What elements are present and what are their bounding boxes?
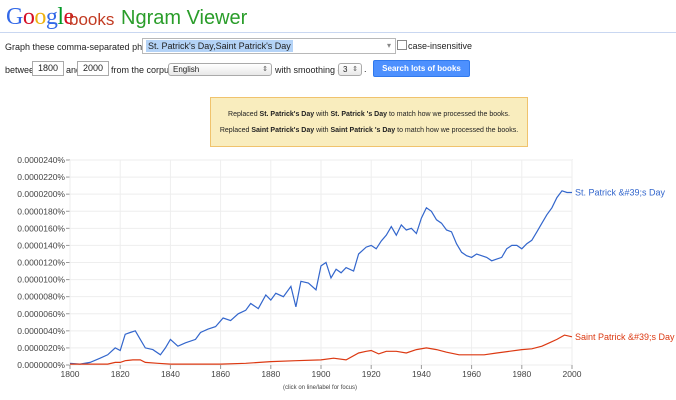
x-tick-label: 1800 [61, 369, 80, 379]
smoothing-label: with smoothing of [275, 65, 346, 75]
notice-line-1: Replaced St. Patrick's Day with St. Patr… [211, 111, 527, 118]
corpus-select-value: English [173, 65, 200, 74]
y-tick-label: 0.0000060% [17, 309, 65, 319]
x-tick-label: 1900 [312, 369, 331, 379]
y-tick-label: 0.0000000% [17, 360, 65, 370]
logo-letter: e [63, 4, 75, 30]
y-tick-label: 0.0000180% [17, 206, 65, 216]
logo-letter: o [34, 4, 46, 30]
notice-segment: to match how we processed the books. [387, 111, 510, 118]
logo-letter: g [45, 4, 58, 30]
end-year-input[interactable]: 2000 [77, 61, 109, 76]
chevron-down-icon[interactable]: ▾ [386, 41, 391, 50]
y-tick-label: 0.0000040% [17, 326, 65, 336]
y-tick-label: 0.0000080% [17, 292, 65, 302]
corpus-label: from the corpus [111, 65, 174, 75]
y-tick-label: 0.0000020% [17, 343, 65, 353]
logo-letter: l [57, 4, 64, 30]
header-divider [0, 32, 676, 33]
y-tick-label: 0.0000120% [17, 258, 65, 268]
y-tick-label: 0.0000140% [17, 240, 65, 250]
notice-segment: Replaced [219, 127, 252, 134]
y-tick-label: 0.0000160% [17, 223, 65, 233]
series-label-0[interactable]: St. Patrick &#39;s Day [575, 187, 666, 197]
x-tick-label: 1820 [111, 369, 130, 379]
select-arrows-icon: ⇕ [352, 66, 358, 73]
phrases-input[interactable]: St. Patrick's Day,Saint Patrick's Day ▾ [142, 38, 396, 54]
case-insensitive-checkbox[interactable] [397, 40, 407, 50]
google-logo[interactable]: Google [6, 4, 74, 31]
y-tick-label: 0.0000200% [17, 189, 65, 199]
notice-segment: St. Patrick's Day [259, 111, 315, 118]
period-text: . [364, 64, 367, 74]
select-arrows-icon: ⇕ [262, 66, 268, 73]
smoothing-select-value: 3 [343, 65, 348, 74]
notice-segment: Saint Patrick's Day [251, 127, 315, 134]
notice-segment: with [314, 111, 331, 118]
search-button[interactable]: Search lots of books [373, 60, 470, 77]
smoothing-select[interactable]: 3 ⇕ [338, 63, 362, 76]
header: Google books Ngram Viewer [4, 4, 672, 32]
notice-segment: Replaced [228, 111, 260, 118]
notice-segment: St. Patrick 's Day [330, 111, 388, 118]
chart-caption: (click on line/label for focus) [283, 385, 358, 391]
phrases-input-value: St. Patrick's Day,Saint Patrick's Day [146, 40, 293, 52]
notice-line-2: Replaced Saint Patrick's Day with Saint … [211, 127, 527, 134]
x-tick-label: 1860 [211, 369, 230, 379]
phrases-label: Graph these comma-separated phrases: [5, 42, 167, 52]
notice-segment: Saint Patrick 's Day [330, 127, 396, 134]
between-label: between [5, 65, 40, 75]
x-tick-label: 2000 [563, 369, 582, 379]
case-insensitive-label: case-insensitive [408, 41, 473, 51]
y-tick-label: 0.0000240% [17, 155, 65, 165]
series-line-1[interactable] [70, 334, 573, 365]
page-title: Ngram Viewer [121, 7, 248, 29]
and-label: and [66, 65, 82, 75]
series-line-0[interactable] [69, 190, 572, 365]
x-tick-label: 1840 [161, 369, 180, 379]
x-tick-label: 1980 [512, 369, 531, 379]
x-tick-label: 1920 [362, 369, 381, 379]
corpus-select[interactable]: English ⇕ [168, 63, 272, 76]
start-year-input[interactable]: 1800 [32, 61, 64, 76]
x-tick-label: 1960 [462, 369, 481, 379]
notice-segment: to match how we processed the books. [395, 127, 519, 134]
y-tick-label: 0.0000220% [17, 172, 65, 182]
logo-letter: o [22, 4, 35, 30]
x-tick-label: 1880 [261, 369, 280, 379]
logo-letter: G [6, 4, 23, 30]
y-tick-label: 0.0000100% [17, 275, 65, 285]
replacement-notice: Replaced St. Patrick's Day with St. Patr… [210, 97, 528, 147]
x-tick-label: 1940 [412, 369, 431, 379]
series-label-1[interactable]: Saint Patrick &#39;s Day [575, 332, 675, 342]
books-wordmark: books [69, 10, 115, 29]
notice-segment: with [314, 127, 331, 134]
